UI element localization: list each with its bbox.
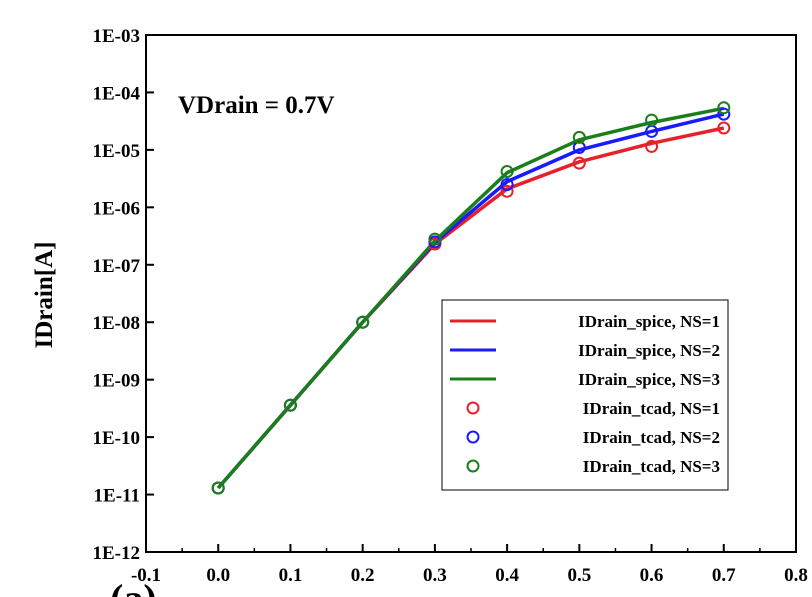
y-tick-label: 1E-06 bbox=[93, 198, 141, 219]
y-tick-label: 1E-05 bbox=[93, 141, 141, 162]
series-marker bbox=[500, 184, 514, 198]
series-layer bbox=[211, 101, 731, 495]
x-tick-label: 0.1 bbox=[279, 565, 303, 586]
y-tick-label: 1E-12 bbox=[93, 543, 141, 564]
legend-swatch-marker bbox=[466, 459, 480, 473]
legend-label: IDrain_spice, NS=1 bbox=[578, 312, 720, 331]
series-marker bbox=[645, 113, 659, 127]
legend-label: IDrain_tcad, NS=3 bbox=[583, 457, 720, 476]
panel-label: (a) bbox=[110, 576, 157, 597]
series-marker bbox=[572, 130, 586, 144]
series-marker bbox=[717, 101, 731, 115]
legend-label: IDrain_spice, NS=2 bbox=[578, 341, 720, 360]
series-marker bbox=[500, 165, 514, 178]
legend-swatch-marker bbox=[466, 430, 480, 444]
series-marker bbox=[211, 481, 225, 495]
legend-label: IDrain_spice, NS=3 bbox=[578, 370, 720, 389]
x-tick-label: 0.0 bbox=[206, 565, 230, 586]
annotation-text: VDrain = 0.7V bbox=[178, 92, 335, 119]
series-marker bbox=[572, 156, 586, 170]
series-marker bbox=[356, 315, 370, 329]
y-tick-label: 1E-09 bbox=[93, 371, 141, 392]
series-marker bbox=[500, 178, 514, 191]
y-tick-label: 1E-10 bbox=[93, 428, 141, 449]
series-marker bbox=[283, 398, 297, 412]
x-tick-label: 0.6 bbox=[640, 565, 664, 586]
y-tick-label: 1E-04 bbox=[93, 83, 141, 104]
x-tick-label: 0.2 bbox=[351, 565, 375, 586]
y-tick-label: 1E-11 bbox=[94, 486, 140, 507]
series-marker bbox=[428, 232, 442, 246]
y-tick-label: 1E-03 bbox=[93, 26, 141, 47]
legend: IDrain_spice, NS=1 IDrain_spice, NS=2 IDra… bbox=[441, 299, 729, 491]
series-marker bbox=[717, 107, 731, 121]
y-tick-label: 1E-07 bbox=[93, 256, 141, 277]
legend-label: IDrain_tcad, NS=2 bbox=[583, 428, 720, 447]
series-marker bbox=[717, 121, 731, 135]
legend-box bbox=[441, 299, 729, 491]
legend-swatch-marker bbox=[466, 401, 480, 415]
x-tick-label: -0.1 bbox=[131, 565, 161, 586]
axis-ticks: -0.1 0.0 0.1 0.2 0.3 0.4 0.5 0.6 0.7 0.8 1E-03 1E-0… bbox=[93, 26, 808, 586]
x-tick-label: 0.7 bbox=[712, 565, 736, 586]
x-tick-label: 0.3 bbox=[423, 565, 447, 586]
y-axis-title: IDrain[A] bbox=[31, 242, 58, 349]
x-tick-label: 0.5 bbox=[567, 565, 591, 586]
series-marker bbox=[645, 139, 659, 153]
legend-label: IDrain_tcad, NS=1 bbox=[583, 399, 720, 418]
y-tick-label: 1E-08 bbox=[93, 313, 141, 334]
x-tick-label: 0.8 bbox=[784, 565, 808, 586]
x-tick-label: 0.4 bbox=[495, 565, 519, 586]
series-line bbox=[216, 106, 725, 490]
